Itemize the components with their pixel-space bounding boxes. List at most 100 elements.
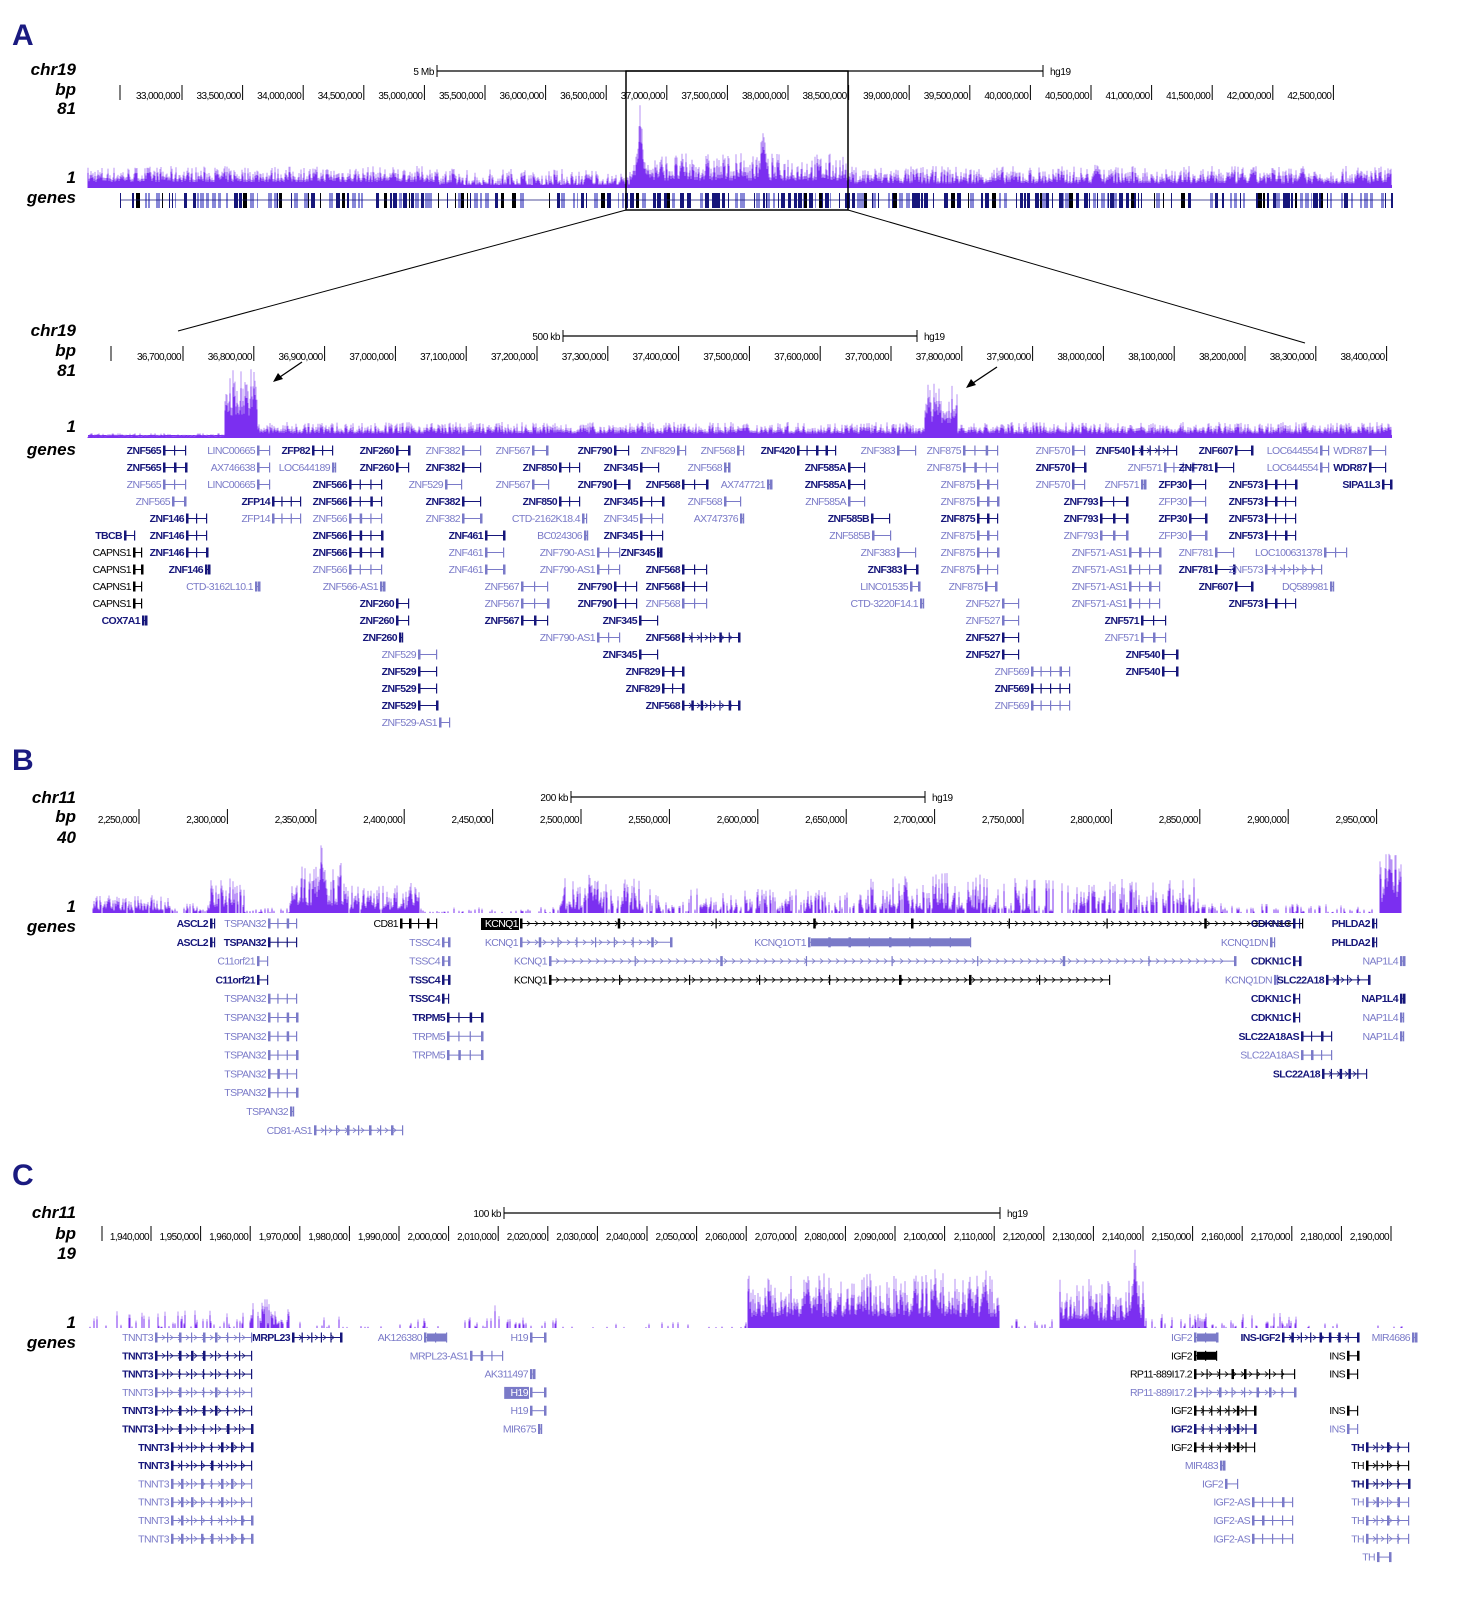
gene-item[interactable]: SLC22A18AS [1238, 1031, 1333, 1043]
gene-item[interactable]: ZNF875 [941, 547, 1000, 559]
gene-item[interactable]: ZNF790 [578, 479, 631, 491]
gene-item[interactable]: ZNF607 [1199, 445, 1254, 457]
gene-item[interactable]: TSSC4 [409, 956, 451, 968]
gene-item[interactable]: ZNF571-AS1 [1072, 598, 1161, 610]
gene-item[interactable]: LOC644554 [1267, 462, 1330, 474]
gene-item[interactable]: ZNF527 [966, 649, 1020, 661]
gene-item[interactable]: PHLDA2 [1332, 918, 1378, 930]
gene-item[interactable]: CAPNS1 [93, 598, 143, 610]
gene-item[interactable]: ZFP30 [1158, 513, 1208, 525]
gene-item[interactable]: AX747376 [694, 513, 745, 525]
gene-item[interactable]: TH [1351, 1533, 1410, 1545]
gene-item[interactable]: ZNF573 [1229, 530, 1297, 542]
gene-item[interactable]: H19 [511, 1332, 547, 1344]
gene-item[interactable]: LINC01535 [860, 581, 921, 593]
gene-item[interactable]: ZNF529 [382, 649, 438, 661]
gene-item[interactable]: DQ589981 [1282, 581, 1335, 593]
gene-item[interactable]: ZNF565 [127, 445, 187, 457]
gene-item[interactable]: ZNF146 [169, 564, 211, 576]
gene-item[interactable]: ZNF790 [578, 598, 638, 610]
gene-item[interactable]: TH [1351, 1478, 1411, 1490]
gene-item[interactable]: TNNT3 [122, 1332, 253, 1344]
gene-item[interactable]: KCNQ1 [485, 937, 673, 949]
gene-item[interactable]: ZNF568 [646, 581, 708, 593]
gene-item[interactable]: ZNF781 [1179, 564, 1236, 576]
gene-item[interactable]: KCNQ1DN [1225, 974, 1279, 986]
gene-item[interactable]: ZNF793 [1064, 496, 1129, 508]
gene-item[interactable]: SIPA1L3 [1342, 479, 1393, 491]
gene-item[interactable]: ZNF875 [941, 513, 999, 525]
gene-item[interactable]: ZNF571 [1128, 462, 1195, 474]
gene-item[interactable]: ZNF383 [861, 547, 917, 559]
gene-item[interactable]: ZNF566-AS1 [323, 581, 386, 593]
gene-item[interactable]: TNNT3 [138, 1515, 254, 1527]
gene-item[interactable]: ZNF527 [966, 615, 1020, 627]
gene-item[interactable]: ZNF607 [1199, 581, 1254, 593]
gene-item[interactable]: ZNF540 [1096, 445, 1178, 457]
gene-item[interactable]: TSPAN32 [246, 1106, 295, 1118]
gene-item[interactable]: ZNF146 [150, 513, 208, 525]
gene-item[interactable]: ZNF568 [701, 445, 745, 457]
gene-item[interactable]: ZNF567 [496, 445, 549, 457]
gene-item[interactable]: WDR87 [1333, 445, 1387, 457]
gene-item[interactable]: IGF2-AS [1213, 1497, 1294, 1509]
gene-item[interactable]: ZNF529 [382, 700, 439, 712]
gene-item[interactable]: H19 [504, 1386, 547, 1399]
gene-item[interactable]: LINC00665 [207, 445, 271, 457]
gene-item[interactable]: TNNT3 [122, 1350, 253, 1362]
gene-item[interactable]: ZNF571-AS1 [1072, 547, 1162, 559]
gene-item[interactable]: ZNF565 [127, 479, 187, 491]
gene-item[interactable]: MIR4686 [1372, 1332, 1418, 1344]
gene-item[interactable]: LINC00665 [207, 479, 271, 491]
gene-item[interactable]: ZNF568 [646, 632, 741, 644]
gene-item[interactable]: CDKN1C [1251, 993, 1301, 1005]
gene-item[interactable]: ZNF529 [409, 479, 463, 491]
gene-item[interactable]: ZNF527 [966, 598, 1020, 610]
gene-item[interactable]: ZNF527 [966, 632, 1020, 644]
gene-item[interactable]: ZNF567 [485, 615, 549, 627]
gene-item[interactable]: TSPAN32 [224, 1031, 298, 1043]
gene-item[interactable]: ZNF568 [688, 462, 731, 474]
gene-item[interactable]: C11orf21 [215, 974, 269, 986]
gene-item[interactable]: ZNF529-AS1 [382, 717, 451, 729]
gene-item[interactable]: ZNF790-AS1 [540, 632, 621, 644]
gene-item[interactable]: ZNF585B [828, 513, 891, 525]
gene-item[interactable]: CDKN1C [1251, 918, 1301, 930]
gene-item[interactable]: TSPAN32 [224, 937, 298, 949]
gene-item[interactable]: ZNF461 [449, 547, 505, 559]
gene-item[interactable]: COX7A1 [102, 615, 148, 627]
gene-item[interactable]: ZNF569 [995, 666, 1071, 678]
gene-item[interactable]: ZFP30 [1158, 479, 1207, 491]
gene-item[interactable]: IGF2 [1171, 1405, 1257, 1417]
gene-item[interactable]: ZNF382 [426, 496, 482, 508]
gene-item[interactable]: TNNT3 [138, 1533, 254, 1545]
gene-item[interactable]: ZFP30 [1158, 530, 1208, 542]
gene-item[interactable]: CTD-2162K18.4 [512, 513, 588, 525]
gene-item[interactable]: ZNF568 [646, 564, 708, 576]
gene-item[interactable]: ZNF875 [941, 530, 999, 542]
gene-item[interactable]: AK311497 [485, 1369, 536, 1381]
gene-item[interactable]: ZNF566 [313, 496, 383, 508]
gene-item[interactable]: ZNF585B [829, 530, 892, 542]
gene-item[interactable]: ZNF260 [360, 598, 410, 610]
gene-item[interactable]: AX746638 [211, 462, 271, 474]
gene-item[interactable]: CD81-AS1 [267, 1125, 404, 1137]
gene-item[interactable]: ZFP14 [241, 496, 302, 508]
gene-item[interactable]: ZNF383 [868, 564, 919, 576]
gene-item[interactable]: ZNF571 [1105, 615, 1167, 627]
gene-item[interactable]: ZNF793 [1064, 513, 1129, 525]
gene-item[interactable]: PHLDA2 [1332, 937, 1378, 949]
gene-item[interactable]: ZNF875 [941, 496, 1000, 508]
gene-item[interactable]: ZNF850 [523, 462, 581, 474]
gene-item[interactable]: ZNF875 [927, 462, 999, 474]
gene-item[interactable]: ZNF345 [604, 530, 664, 542]
gene-item[interactable]: TH [1351, 1460, 1410, 1472]
gene-item[interactable]: ZNF383 [861, 445, 917, 457]
gene-item[interactable]: TNNT3 [122, 1369, 253, 1381]
gene-item[interactable]: SLC22A18 [1277, 974, 1371, 986]
gene-item[interactable]: ZNF781 [1179, 462, 1235, 474]
gene-item[interactable]: ZNF566 [313, 547, 384, 559]
gene-item[interactable]: TNNT3 [122, 1387, 253, 1399]
gene-item[interactable]: ZNF260 [363, 632, 404, 644]
gene-item[interactable]: ZNF540 [1126, 649, 1179, 661]
